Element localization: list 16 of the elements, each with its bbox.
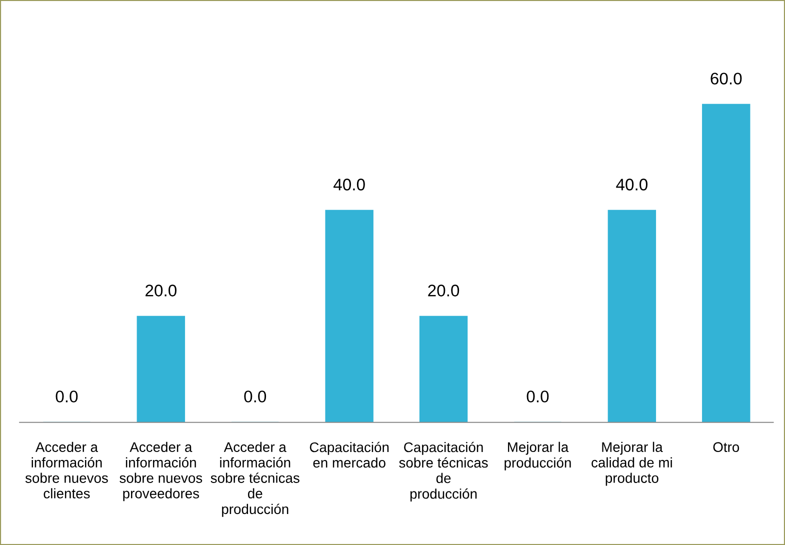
data-label: 0.0 <box>244 390 266 402</box>
x-tick-label: Acceder a información sobre nuevos clientes <box>25 442 108 498</box>
data-label: 40.0 <box>616 178 648 190</box>
data-label: 0.0 <box>526 390 549 402</box>
data-label: 20.0 <box>146 284 176 296</box>
data-label: 0.0 <box>56 390 78 402</box>
x-tick-label: Acceder a información sobre nuevos proveedores <box>120 442 202 502</box>
x-tick-label: Capacitación sobre técnicas de producción <box>399 442 488 502</box>
x-tick-label: Mejorar la producción <box>504 442 571 470</box>
x-tick-label: Mejorar la calidad de mi producto <box>592 442 672 486</box>
data-label: 60.0 <box>710 72 742 84</box>
x-tick-label: Otro <box>713 442 740 452</box>
data-label: 40.0 <box>333 178 365 190</box>
x-tick-label: Capacitación en mercado <box>310 442 389 468</box>
data-label: 20.0 <box>428 284 460 296</box>
x-tick-label: Acceder a información sobre técnicas de producción <box>210 442 300 517</box>
